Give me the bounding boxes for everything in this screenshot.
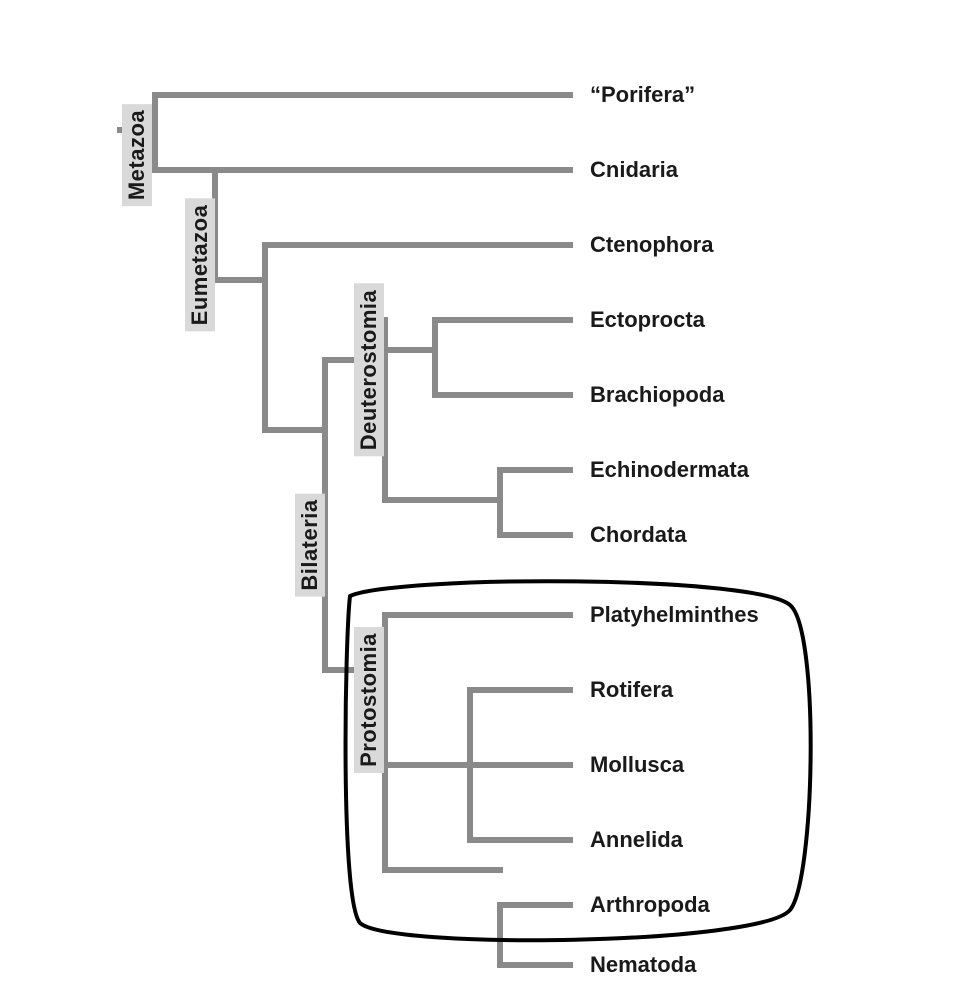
phylogeny-canvas: “Porifera” Cnidaria Ctenophora Ectoprocta Br… (0, 0, 957, 987)
branch-deut_ectbra_v (432, 317, 438, 398)
tip-rotifera: Rotifera (590, 677, 673, 703)
branch-metazoa_v (152, 92, 158, 173)
tip-arthropoda: Arthropoda (590, 892, 710, 918)
branch-deut_dn (382, 497, 503, 503)
branch-ectoprocta (432, 317, 573, 323)
tip-annelida: Annelida (590, 827, 683, 853)
tip-chordata: Chordata (590, 522, 687, 548)
branch-prot_mid (382, 762, 473, 768)
tip-ctenophora: Ctenophora (590, 232, 713, 258)
tip-porifera: “Porifera” (590, 82, 695, 108)
tip-cnidaria: Cnidaria (590, 157, 678, 183)
branch-eum_down (212, 277, 268, 283)
tip-platyhelminthes: Platyhelminthes (590, 602, 759, 628)
clade-deuterostomia: Deuterostomia (354, 284, 384, 457)
branch-rotifera (467, 687, 573, 693)
branch-deut_echcho_v (497, 467, 503, 538)
branch-platyhelminthes (382, 612, 573, 618)
branch-porifera (152, 92, 573, 98)
tip-ectoprocta: Ectoprocta (590, 307, 705, 333)
branch-nematoda (497, 962, 573, 968)
branch-prot_low (382, 867, 503, 873)
branch-euA_v (262, 242, 268, 433)
branch-metazoa_down (152, 167, 218, 173)
branch-brachiopoda (432, 392, 573, 398)
tip-echinodermata: Echinodermata (590, 457, 749, 483)
tip-nematoda: Nematoda (590, 952, 696, 978)
branch-deut_up (382, 347, 438, 353)
branch-chordata (497, 532, 573, 538)
clade-eumetazoa: Eumetazoa (185, 199, 215, 332)
clade-bilateria: Bilateria (295, 493, 325, 596)
tip-brachiopoda: Brachiopoda (590, 382, 724, 408)
branch-echinodermata (497, 467, 573, 473)
clade-protostomia: Protostomia (354, 627, 384, 773)
branch-ctenophora (262, 242, 573, 248)
clade-metazoa: Metazoa (122, 104, 152, 206)
branch-prot_an_v (497, 902, 503, 968)
branch-cnidaria (212, 167, 573, 173)
branch-arthropoda (497, 902, 573, 908)
branch-annelida (467, 837, 573, 843)
branch-euA_down (262, 427, 328, 433)
tip-mollusca: Mollusca (590, 752, 684, 778)
branch-mollusca (467, 762, 573, 768)
